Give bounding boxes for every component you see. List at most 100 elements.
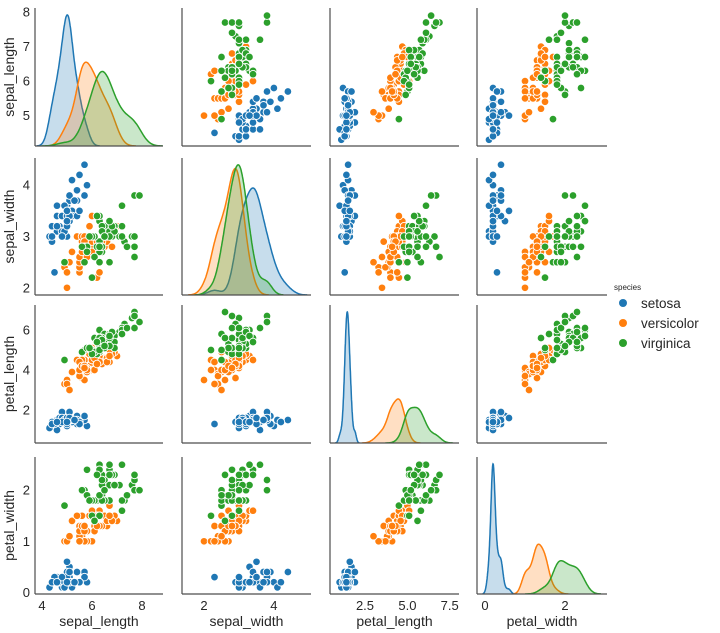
x-tick-label: 2.5 — [356, 598, 374, 613]
point-virginica — [60, 501, 69, 510]
point-virginica — [262, 485, 272, 495]
point-virginica — [227, 28, 237, 38]
point-setosa — [340, 268, 349, 277]
plot-area — [484, 307, 590, 435]
point-versicolor — [80, 363, 89, 373]
point-virginica — [416, 506, 426, 515]
point-versicolor — [391, 69, 400, 79]
point-virginica — [122, 242, 132, 252]
point-virginica — [572, 252, 582, 262]
x-tick-label: 6 — [88, 598, 95, 613]
point-virginica — [540, 273, 550, 282]
point-setosa — [266, 97, 275, 107]
point-virginica — [227, 66, 237, 76]
point-virginica — [117, 460, 127, 469]
kde-line-setosa — [335, 310, 360, 443]
point-virginica — [130, 323, 139, 333]
point-setosa — [504, 206, 514, 216]
point-virginica — [85, 496, 94, 505]
point-setosa — [488, 216, 498, 226]
point-setosa — [72, 567, 82, 577]
point-versicolor — [248, 355, 258, 365]
point-virginica — [416, 35, 426, 44]
point-setosa — [269, 83, 279, 93]
point-setosa — [80, 191, 89, 200]
point-virginica — [227, 90, 237, 100]
point-virginica — [552, 80, 562, 89]
point-setosa — [488, 101, 498, 110]
point-setosa — [62, 577, 72, 587]
point-virginica — [394, 501, 404, 510]
kde-line-versicolor — [45, 61, 136, 146]
point-versicolor — [210, 66, 219, 76]
point-virginica — [572, 337, 582, 347]
point-setosa — [52, 201, 62, 210]
point-virginica — [95, 491, 104, 500]
point-virginica — [95, 242, 104, 252]
point-setosa — [492, 232, 502, 241]
point-virginica — [220, 516, 230, 526]
point-versicolor — [231, 373, 240, 383]
panel-sepal_width-vs-sepal_length: 2 3 4 sepal_width — [1, 158, 163, 296]
kde-fill-versicolor — [513, 544, 569, 594]
point-virginica — [95, 511, 104, 521]
point-virginica — [580, 201, 590, 210]
point-virginica — [435, 470, 444, 480]
point-setosa — [52, 221, 62, 231]
point-virginica — [403, 66, 412, 76]
point-virginica — [234, 323, 244, 333]
point-versicolor — [75, 537, 84, 546]
point-versicolor — [377, 283, 387, 293]
point-virginica — [430, 232, 439, 241]
point-virginica — [572, 211, 582, 221]
point-virginica — [117, 201, 127, 210]
point-setosa — [75, 170, 84, 180]
y-tick-label: 6 — [23, 74, 30, 89]
point-virginica — [234, 18, 244, 27]
point-virginica — [90, 516, 99, 526]
x-tick-label: 2 — [200, 598, 207, 613]
y-axis-label: sepal_width — [1, 190, 17, 264]
point-setosa — [259, 577, 268, 587]
point-virginica — [92, 337, 102, 347]
plot-area — [335, 11, 444, 145]
point-virginica — [414, 216, 424, 226]
point-versicolor — [210, 537, 219, 546]
point-virginica — [413, 227, 422, 236]
point-virginica — [227, 475, 237, 485]
point-setosa — [504, 111, 514, 120]
point-virginica — [217, 52, 226, 62]
point-virginica — [224, 343, 233, 353]
point-virginica — [90, 252, 99, 262]
point-virginica — [82, 247, 92, 257]
legend-marker-virginica — [619, 339, 627, 347]
point-setosa — [343, 101, 353, 110]
point-virginica — [540, 242, 550, 252]
point-virginica — [540, 66, 550, 76]
point-setosa — [343, 196, 353, 205]
point-virginica — [572, 69, 582, 79]
point-virginica — [234, 343, 244, 353]
point-virginica — [394, 257, 404, 267]
legend-marker-versicolor — [619, 319, 627, 327]
point-setosa — [488, 125, 498, 134]
point-virginica — [85, 232, 94, 241]
point-setosa — [492, 87, 502, 96]
point-versicolor — [369, 107, 378, 117]
point-virginica — [404, 511, 414, 521]
point-setosa — [345, 206, 355, 216]
point-virginica — [409, 211, 419, 221]
point-versicolor — [374, 268, 383, 277]
point-virginica — [110, 480, 119, 490]
point-virginica — [421, 201, 431, 210]
x-tick-label: 0 — [481, 598, 488, 613]
point-virginica — [552, 343, 562, 353]
point-virginica — [135, 485, 144, 495]
legend-label-virginica: virginica — [641, 336, 691, 351]
plot-area — [45, 460, 144, 592]
point-virginica — [217, 355, 226, 365]
point-virginica — [245, 460, 254, 469]
point-setosa — [234, 118, 244, 127]
point-virginica — [135, 191, 144, 200]
point-virginica — [560, 59, 570, 69]
